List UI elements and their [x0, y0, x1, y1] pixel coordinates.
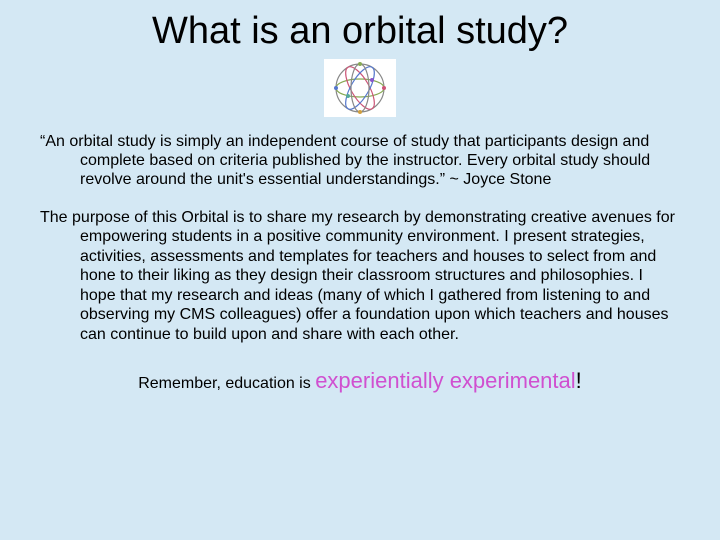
- slide-container: What is an orbital study? “An orbital st…: [0, 0, 720, 540]
- image-wrapper: [40, 59, 680, 122]
- armillary-sphere-icon: [324, 59, 396, 117]
- purpose-text: The purpose of this Orbital is to share …: [40, 208, 680, 345]
- remember-line: Remember, education is experientially ex…: [40, 368, 680, 394]
- slide-title: What is an orbital study?: [40, 10, 680, 53]
- remember-accent: experientially experimental: [315, 368, 575, 393]
- remember-suffix: !: [576, 368, 582, 393]
- purpose-paragraph: The purpose of this Orbital is to share …: [40, 208, 680, 345]
- quote-paragraph: “An orbital study is simply an independe…: [40, 132, 680, 190]
- quote-text: “An orbital study is simply an independe…: [40, 132, 680, 190]
- remember-prefix: Remember, education is: [138, 375, 315, 392]
